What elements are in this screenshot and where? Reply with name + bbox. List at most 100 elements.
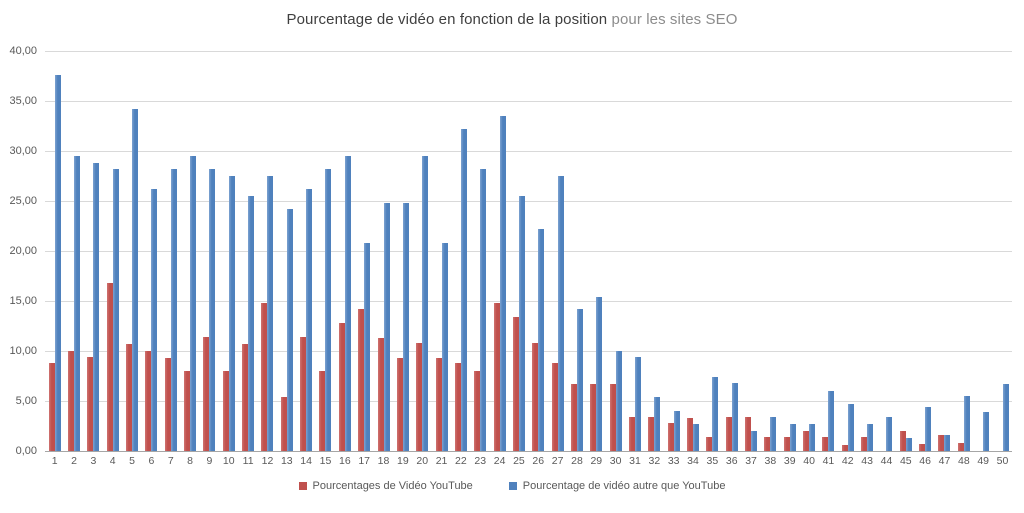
- bar-youtube-pos-35: [706, 437, 713, 451]
- bar-youtube-pos-3: [87, 357, 94, 451]
- bar-group-pos-31: [625, 51, 644, 451]
- x-tick-label: 7: [167, 455, 174, 467]
- bar-group-pos-19: [393, 51, 412, 451]
- bar-youtube-pos-19: [396, 358, 403, 451]
- bar-youtube-pos-27: [551, 363, 558, 451]
- bar-youtube-pos-20: [416, 343, 423, 451]
- bar-youtube-pos-4: [106, 283, 113, 451]
- bar-other-pos-27: [557, 176, 564, 451]
- x-tick-label: 37: [745, 455, 757, 467]
- bar-other-pos-40: [809, 424, 816, 451]
- x-tick-label: 13: [280, 455, 293, 467]
- bar-other-pos-50: [1002, 384, 1009, 451]
- bar-group-pos-8: [180, 51, 199, 451]
- x-tick-label: 46: [919, 455, 931, 467]
- x-tick-label: 38: [764, 455, 777, 467]
- bar-youtube-pos-30: [609, 384, 616, 451]
- bar-group-pos-32: [645, 51, 664, 451]
- gridline: [45, 101, 1012, 102]
- x-tick-label: 44: [880, 455, 893, 467]
- x-tick-label: 34: [687, 455, 699, 467]
- bar-other-pos-25: [518, 196, 525, 451]
- x-tick-label: 16: [338, 455, 351, 467]
- bar-other-pos-22: [460, 129, 467, 451]
- bar-group-pos-43: [857, 51, 876, 451]
- bar-youtube-pos-10: [222, 371, 229, 451]
- bar-youtube-pos-9: [203, 337, 210, 451]
- bar-other-pos-8: [190, 156, 197, 451]
- bar-youtube-pos-18: [377, 338, 384, 451]
- x-tick-label: 18: [377, 455, 390, 467]
- y-tick-label: 25,00: [9, 195, 37, 207]
- bar-group-pos-50: [993, 51, 1012, 451]
- plot-area: [45, 51, 1012, 452]
- bar-youtube-pos-21: [435, 358, 442, 451]
- bar-group-pos-11: [238, 51, 257, 451]
- bar-other-pos-45: [905, 438, 912, 451]
- y-axis: 0,00 5,00 10,00 15,00 20,00 25,00 30,00 35,00 40…: [0, 45, 39, 457]
- bar-other-pos-43: [867, 424, 874, 451]
- bar-other-pos-4: [112, 169, 119, 451]
- bar-other-pos-24: [499, 116, 506, 451]
- bar-group-pos-1: [45, 51, 64, 451]
- bar-group-pos-46: [915, 51, 934, 451]
- bar-youtube-pos-15: [319, 371, 326, 451]
- x-tick-label: 32: [648, 455, 661, 467]
- x-tick-label: 15: [319, 455, 332, 467]
- bar-group-pos-49: [974, 51, 993, 451]
- gridline: [45, 201, 1012, 202]
- bar-group-pos-25: [509, 51, 528, 451]
- x-tick-label: 19: [397, 455, 409, 467]
- x-tick-label: 1: [51, 455, 58, 467]
- legend-label-other: Pourcentage de vidéo autre que YouTube: [522, 480, 726, 492]
- bar-other-pos-33: [673, 411, 680, 451]
- x-tick-label: 21: [435, 455, 448, 467]
- bar-other-pos-37: [751, 431, 758, 451]
- bar-group-pos-9: [200, 51, 219, 451]
- bar-other-pos-26: [538, 229, 545, 451]
- bar-group-pos-41: [819, 51, 838, 451]
- bar-group-pos-40: [799, 51, 818, 451]
- bar-youtube-pos-24: [493, 303, 500, 451]
- x-tick-label: 25: [513, 455, 525, 467]
- x-tick-label: 2: [71, 455, 77, 467]
- bar-youtube-pos-14: [300, 337, 307, 451]
- bar-group-pos-37: [741, 51, 760, 451]
- x-tick-label: 3: [90, 455, 97, 467]
- bar-youtube-pos-16: [338, 323, 345, 451]
- bar-other-pos-3: [93, 163, 100, 451]
- gridline: [45, 51, 1012, 52]
- bar-youtube-pos-46: [919, 444, 926, 451]
- chart-title-main: Pourcentage de vidéo en fonction de la p…: [286, 11, 608, 28]
- bar-other-pos-30: [615, 351, 622, 451]
- x-tick-label: 5: [129, 455, 135, 467]
- bar-group-pos-29: [587, 51, 606, 451]
- bar-youtube-pos-36: [725, 417, 732, 451]
- y-tick-label: 10,00: [9, 345, 37, 357]
- x-tick-label: 28: [571, 455, 583, 467]
- bar-group-pos-47: [935, 51, 954, 451]
- bar-other-pos-6: [151, 189, 158, 451]
- bar-youtube-pos-7: [164, 358, 171, 451]
- bar-other-pos-12: [267, 176, 274, 451]
- bar-group-pos-27: [548, 51, 567, 451]
- x-tick-label: 10: [222, 455, 235, 467]
- other-series-swatch-icon: [508, 482, 517, 490]
- bar-group-pos-23: [471, 51, 490, 451]
- bar-youtube-pos-13: [280, 397, 287, 451]
- x-tick-label: 49: [977, 455, 990, 467]
- bar-group-pos-20: [413, 51, 432, 451]
- bar-youtube-pos-34: [687, 418, 694, 451]
- y-tick-label: 20,00: [9, 245, 37, 257]
- bar-group-pos-28: [567, 51, 586, 451]
- bar-other-pos-48: [963, 396, 970, 451]
- bar-other-pos-1: [54, 75, 61, 451]
- bar-other-pos-11: [248, 196, 255, 451]
- x-tick-label: 30: [609, 455, 622, 467]
- bar-other-pos-44: [886, 417, 893, 451]
- youtube-series-swatch-icon: [298, 482, 307, 490]
- bar-youtube-pos-1: [48, 363, 55, 451]
- chart-title: Pourcentage de vidéo en fonction de la p…: [0, 11, 1024, 28]
- bar-group-pos-4: [103, 51, 122, 451]
